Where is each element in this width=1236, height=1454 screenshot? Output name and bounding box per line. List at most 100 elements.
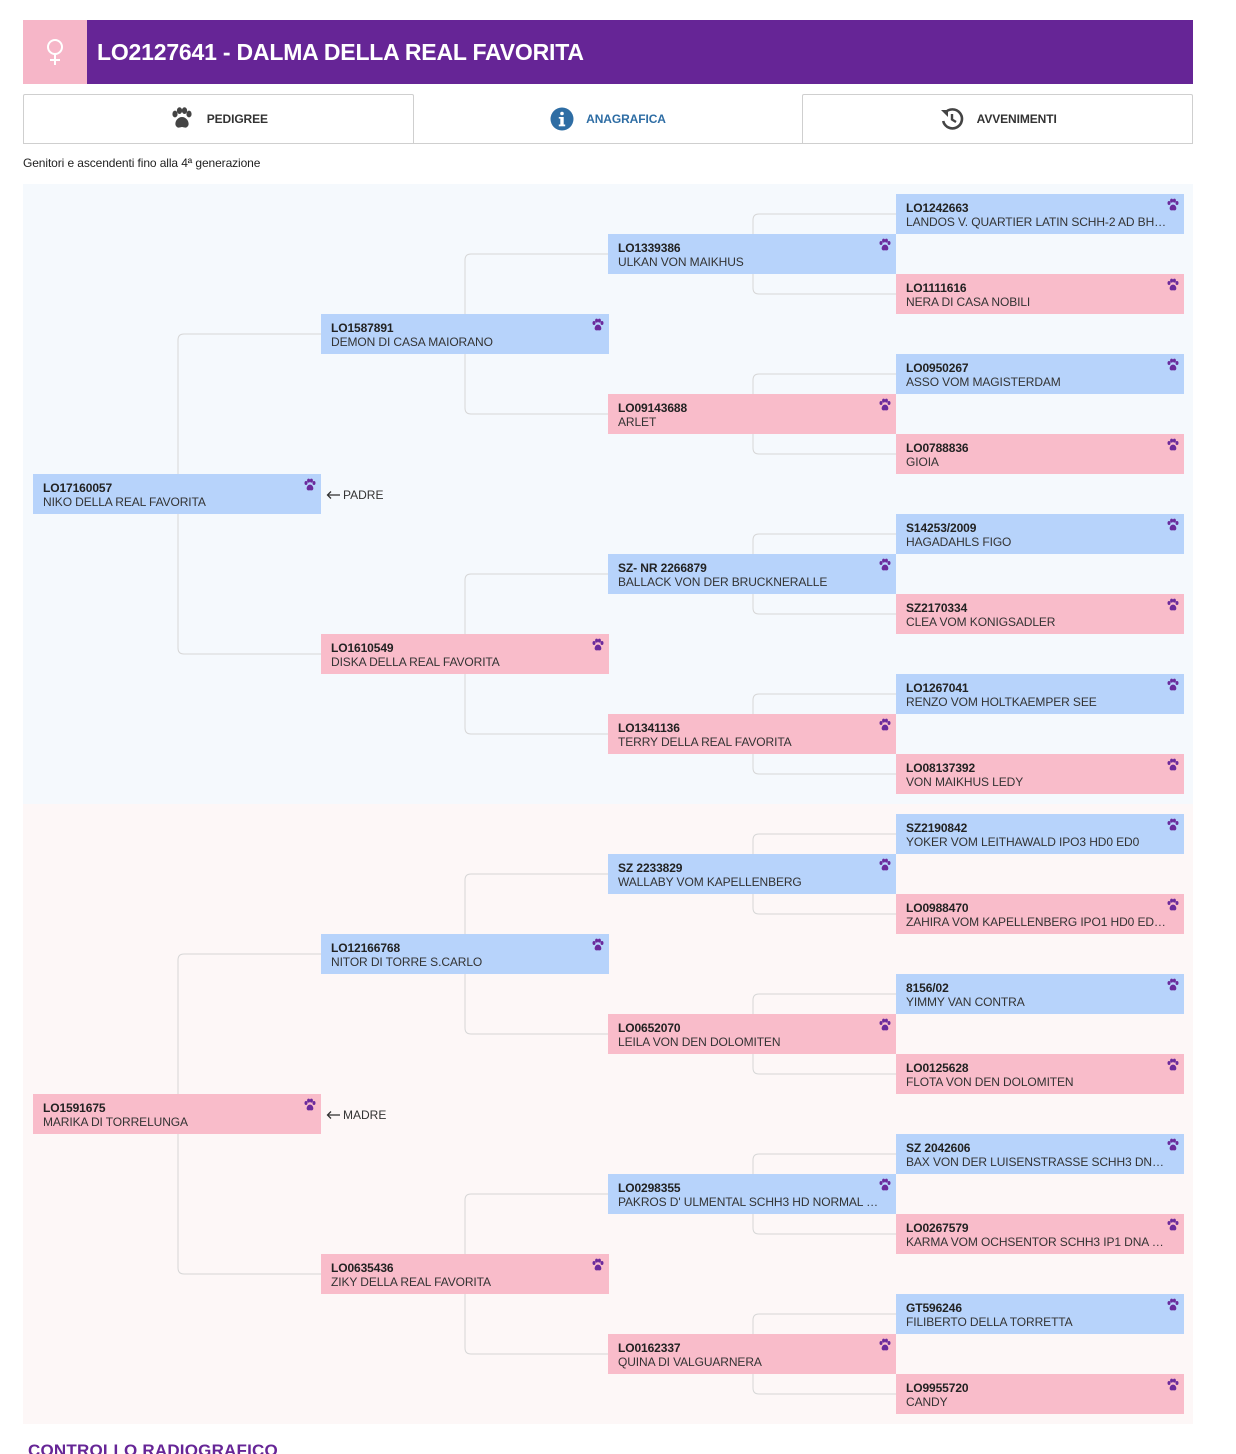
paw-icon[interactable] [1166, 678, 1180, 692]
pedigree-node-gen4[interactable]: 8156/02 YIMMY VAN CONTRA [896, 974, 1184, 1014]
sex-badge [23, 20, 87, 84]
pedigree-node-sire[interactable]: LO17160057 NIKO DELLA REAL FAVORITA [33, 474, 321, 514]
arrow-left-icon [326, 1111, 340, 1119]
pedigree-node-gen4[interactable]: LO08137392 VON MAIKHUS LEDY [896, 754, 1184, 794]
dog-name: BALLACK VON DER BRUCKNERALLE [618, 575, 828, 589]
paw-icon[interactable] [1166, 1378, 1180, 1392]
registration-number: LO1610549 [331, 641, 394, 655]
registration-number: LO0125628 [906, 1061, 969, 1075]
paw-icon[interactable] [1166, 198, 1180, 212]
dog-name: CANDY [906, 1395, 948, 1409]
registration-number: 8156/02 [906, 981, 949, 995]
pedigree-node-gen4[interactable]: LO1267041 RENZO VOM HOLTKAEMPER SEE [896, 674, 1184, 714]
paw-icon[interactable] [878, 398, 892, 412]
pedigree-node-gen3[interactable]: LO1339386 ULKAN VON MAIKHUS [608, 234, 896, 274]
paw-icon[interactable] [878, 858, 892, 872]
paw-icon[interactable] [1166, 278, 1180, 292]
pedigree-node-gen4[interactable]: SZ2170334 CLEA VOM KONIGSADLER [896, 594, 1184, 634]
paw-icon[interactable] [1166, 598, 1180, 612]
pedigree-node-gen3[interactable]: LO09143688 ARLET [608, 394, 896, 434]
tab-pedigree-label: PEDIGREE [206, 112, 268, 126]
pedigree-node-sire-sire[interactable]: LO1587891 DEMON DI CASA MAIORANO [321, 314, 609, 354]
sire-role-label: PADRE [326, 488, 383, 502]
registration-number: SZ 2042606 [906, 1141, 971, 1155]
pedigree-node-sire-dam[interactable]: LO1610549 DISKA DELLA REAL FAVORITA [321, 634, 609, 674]
pedigree-node-gen4[interactable]: S14253/2009 HAGADAHLS FIGO [896, 514, 1184, 554]
pedigree-node-gen3[interactable]: LO0652070 LEILA VON DEN DOLOMITEN [608, 1014, 896, 1054]
pedigree-node-dam-sire[interactable]: LO12166768 NITOR DI TORRE S.CARLO [321, 934, 609, 974]
dog-name: NIKO DELLA REAL FAVORITA [43, 495, 206, 509]
registration-number: SZ- NR 2266879 [618, 561, 707, 575]
pedigree-node-gen4[interactable]: LO0788836 GIOIA [896, 434, 1184, 474]
dog-name: KARMA VOM OCHSENTOR SCHH3 IP1 DNA GPR. [906, 1235, 1174, 1249]
arrow-left-icon [326, 491, 340, 499]
paw-icon[interactable] [591, 318, 605, 332]
paw-icon[interactable] [1166, 438, 1180, 452]
registration-number: GT596246 [906, 1301, 962, 1315]
paw-icon[interactable] [878, 1018, 892, 1032]
dog-name: ASSO VOM MAGISTERDAM [906, 375, 1061, 389]
dog-name: NERA DI CASA NOBILI [906, 295, 1031, 309]
paw-icon[interactable] [878, 238, 892, 252]
dog-name: MARIKA DI TORRELUNGA [43, 1115, 188, 1129]
pedigree-node-gen3[interactable]: LO0162337 QUINA DI VALGUARNERA [608, 1334, 896, 1374]
dog-name: VON MAIKHUS LEDY [906, 775, 1024, 789]
pedigree-node-gen4[interactable]: GT596246 FILIBERTO DELLA TORRETTA [896, 1294, 1184, 1334]
pedigree-node-gen4[interactable]: LO0988470 ZAHIRA VOM KAPELLENBERG IPO1 HD… [896, 894, 1184, 934]
tab-pedigree[interactable]: PEDIGREE [23, 94, 414, 144]
paw-icon[interactable] [878, 1338, 892, 1352]
registration-number: LO1587891 [331, 321, 394, 335]
tab-anagrafica-label: ANAGRAFICA [586, 111, 666, 126]
sire-role-text: PADRE [343, 488, 384, 502]
paw-icon[interactable] [1166, 1138, 1180, 1152]
paw-icon[interactable] [591, 638, 605, 652]
paw-icon[interactable] [1166, 818, 1180, 832]
pedigree-node-gen3[interactable]: LO1341136 TERRY DELLA REAL FAVORITA [608, 714, 896, 754]
dog-name: YOKER VOM LEITHAWALD IPO3 HD0 ED0 [906, 835, 1140, 849]
dog-name: HAGADAHLS FIGO [906, 535, 1012, 549]
pedigree-node-gen4[interactable]: SZ2190842 YOKER VOM LEITHAWALD IPO3 HD0 E… [896, 814, 1184, 854]
paw-icon[interactable] [878, 718, 892, 732]
dog-name: ZAHIRA VOM KAPELLENBERG IPO1 HD0 ED0 CH [906, 915, 1174, 929]
dog-name: RENZO VOM HOLTKAEMPER SEE [906, 695, 1097, 709]
pedigree-node-gen4[interactable]: LO0125628 FLOTA VON DEN DOLOMITEN [896, 1054, 1184, 1094]
dog-name: WALLABY VOM KAPELLENBERG [618, 875, 802, 889]
paw-icon[interactable] [591, 938, 605, 952]
paw-icon[interactable] [1166, 978, 1180, 992]
registration-number: LO0162337 [618, 1341, 681, 1355]
paw-icon[interactable] [1166, 898, 1180, 912]
tab-avvenimenti[interactable]: AVVENIMENTI [802, 94, 1194, 144]
paw-icon[interactable] [591, 1258, 605, 1272]
dog-name: YIMMY VAN CONTRA [906, 995, 1025, 1009]
tab-anagrafica[interactable]: ANAGRAFICA [413, 94, 803, 144]
paw-icon[interactable] [1166, 358, 1180, 372]
paw-icon[interactable] [1166, 1298, 1180, 1312]
pedigree-node-gen4[interactable]: LO0950267 ASSO VOM MAGISTERDAM [896, 354, 1184, 394]
paw-icon[interactable] [1166, 1218, 1180, 1232]
pedigree-node-dam[interactable]: LO1591675 MARIKA DI TORRELUNGA [33, 1094, 321, 1134]
registration-number: LO1591675 [43, 1101, 106, 1115]
dog-name: BAX VON DER LUISENSTRASSE SCHH3 DNA GPR. [906, 1155, 1174, 1169]
paw-icon[interactable] [1166, 758, 1180, 772]
paw-icon[interactable] [878, 558, 892, 572]
pedigree-node-gen3[interactable]: SZ 2233829 WALLABY VOM KAPELLENBERG [608, 854, 896, 894]
registration-number: SZ2170334 [906, 601, 968, 615]
pedigree-node-gen4[interactable]: LO0267579 KARMA VOM OCHSENTOR SCHH3 IP1 D… [896, 1214, 1184, 1254]
paw-icon[interactable] [1166, 518, 1180, 532]
pedigree-node-gen4[interactable]: LO9955720 CANDY [896, 1374, 1184, 1414]
paw-icon[interactable] [303, 478, 317, 492]
registration-number: LO08137392 [906, 761, 976, 775]
pedigree-node-gen4[interactable]: SZ 2042606 BAX VON DER LUISENSTRASSE SCHH… [896, 1134, 1184, 1174]
history-icon [940, 108, 963, 130]
pedigree-node-dam-dam[interactable]: LO0635436 ZIKY DELLA REAL FAVORITA [321, 1254, 609, 1294]
registration-number: SZ 2233829 [618, 861, 683, 875]
paw-icon[interactable] [878, 1178, 892, 1192]
paw-icon[interactable] [1166, 1058, 1180, 1072]
pedigree-node-gen4[interactable]: LO1242663 LANDOS V. QUARTIER LATIN SCHH-2… [896, 194, 1184, 234]
dam-role-label: MADRE [326, 1108, 386, 1122]
pedigree-node-gen3[interactable]: SZ- NR 2266879 BALLACK VON DER BRUCKNERAL… [608, 554, 896, 594]
registration-number: LO09143688 [618, 401, 688, 415]
pedigree-node-gen4[interactable]: LO1111616 NERA DI CASA NOBILI [896, 274, 1184, 314]
paw-icon[interactable] [303, 1098, 317, 1112]
pedigree-node-gen3[interactable]: LO0298355 PAKROS D' ULMENTAL SCHH3 HD NOR… [608, 1174, 896, 1214]
